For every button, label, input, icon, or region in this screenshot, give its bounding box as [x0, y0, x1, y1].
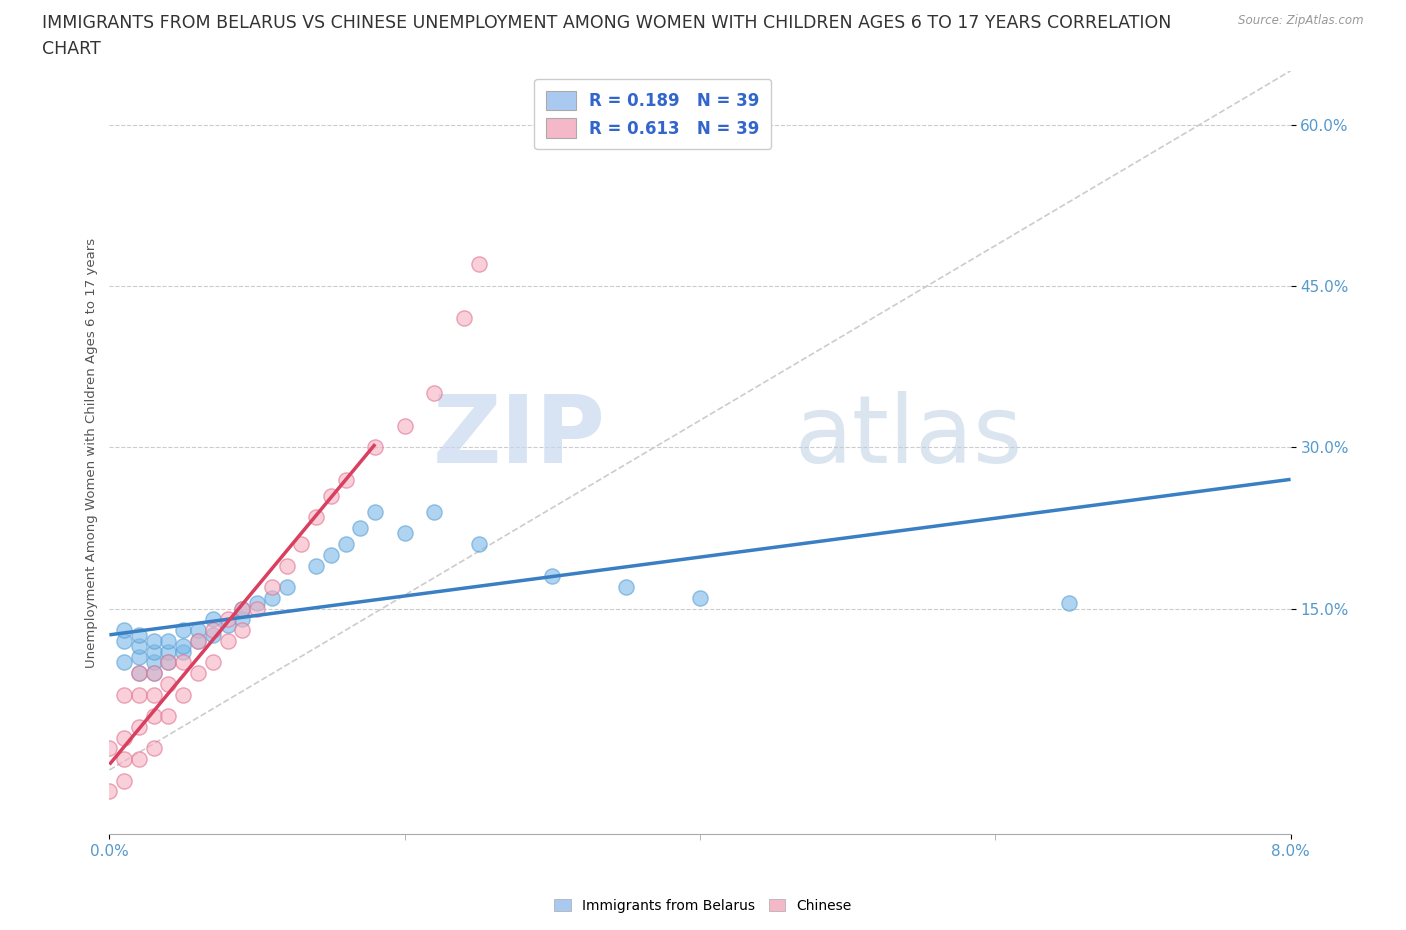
Text: ZIP: ZIP: [433, 392, 606, 484]
Point: [201, 655, 224, 670]
Point: [349, 521, 371, 536]
Point: [128, 666, 150, 681]
Legend: Immigrants from Belarus, Chinese: Immigrants from Belarus, Chinese: [548, 894, 858, 919]
Point: [157, 655, 180, 670]
Point: [172, 644, 194, 659]
Point: [142, 741, 165, 756]
Point: [187, 666, 209, 681]
Point: [689, 591, 711, 605]
Point: [142, 633, 165, 648]
Point: [128, 649, 150, 664]
Point: [142, 644, 165, 659]
Text: CHART: CHART: [42, 40, 101, 58]
Text: Source: ZipAtlas.com: Source: ZipAtlas.com: [1239, 14, 1364, 27]
Point: [172, 623, 194, 638]
Point: [467, 537, 489, 551]
Point: [394, 418, 416, 433]
Point: [290, 537, 312, 551]
Point: [201, 623, 224, 638]
Point: [157, 644, 180, 659]
Point: [142, 655, 165, 670]
Point: [112, 773, 135, 788]
Point: [128, 639, 150, 654]
Point: [467, 257, 489, 272]
Point: [305, 510, 328, 525]
Point: [201, 612, 224, 627]
Point: [217, 633, 239, 648]
Point: [112, 730, 135, 745]
Point: [276, 558, 298, 573]
Point: [217, 618, 239, 632]
Point: [423, 386, 446, 401]
Point: [142, 709, 165, 724]
Point: [128, 751, 150, 766]
Point: [187, 623, 209, 638]
Point: [112, 623, 135, 638]
Point: [231, 612, 253, 627]
Point: [142, 666, 165, 681]
Point: [98, 784, 121, 799]
Point: [142, 687, 165, 702]
Point: [276, 579, 298, 594]
Point: [157, 709, 180, 724]
Point: [423, 504, 446, 519]
Point: [453, 311, 475, 325]
Point: [128, 666, 150, 681]
Point: [231, 601, 253, 616]
Point: [157, 655, 180, 670]
Point: [541, 569, 564, 584]
Point: [172, 687, 194, 702]
Point: [172, 655, 194, 670]
Legend: R = 0.189   N = 39, R = 0.613   N = 39: R = 0.189 N = 39, R = 0.613 N = 39: [534, 79, 772, 150]
Point: [128, 687, 150, 702]
Point: [157, 633, 180, 648]
Point: [231, 601, 253, 616]
Point: [305, 558, 328, 573]
Point: [364, 504, 387, 519]
Point: [335, 472, 357, 487]
Point: [201, 628, 224, 643]
Point: [614, 579, 637, 594]
Text: IMMIGRANTS FROM BELARUS VS CHINESE UNEMPLOYMENT AMONG WOMEN WITH CHILDREN AGES 6: IMMIGRANTS FROM BELARUS VS CHINESE UNEMP…: [42, 14, 1171, 32]
Point: [394, 525, 416, 540]
Point: [187, 633, 209, 648]
Point: [246, 601, 269, 616]
Point: [1057, 596, 1080, 611]
Point: [157, 676, 180, 691]
Point: [112, 655, 135, 670]
Point: [187, 633, 209, 648]
Point: [260, 591, 283, 605]
Point: [112, 633, 135, 648]
Point: [142, 666, 165, 681]
Point: [319, 488, 342, 503]
Point: [246, 596, 269, 611]
Point: [128, 628, 150, 643]
Point: [319, 548, 342, 563]
Point: [112, 687, 135, 702]
Point: [217, 612, 239, 627]
Text: atlas: atlas: [794, 392, 1022, 484]
Point: [260, 579, 283, 594]
Point: [172, 639, 194, 654]
Point: [364, 440, 387, 455]
Point: [231, 623, 253, 638]
Point: [112, 751, 135, 766]
Y-axis label: Unemployment Among Women with Children Ages 6 to 17 years: Unemployment Among Women with Children A…: [86, 237, 98, 668]
Point: [335, 537, 357, 551]
Point: [128, 720, 150, 735]
Point: [98, 741, 121, 756]
